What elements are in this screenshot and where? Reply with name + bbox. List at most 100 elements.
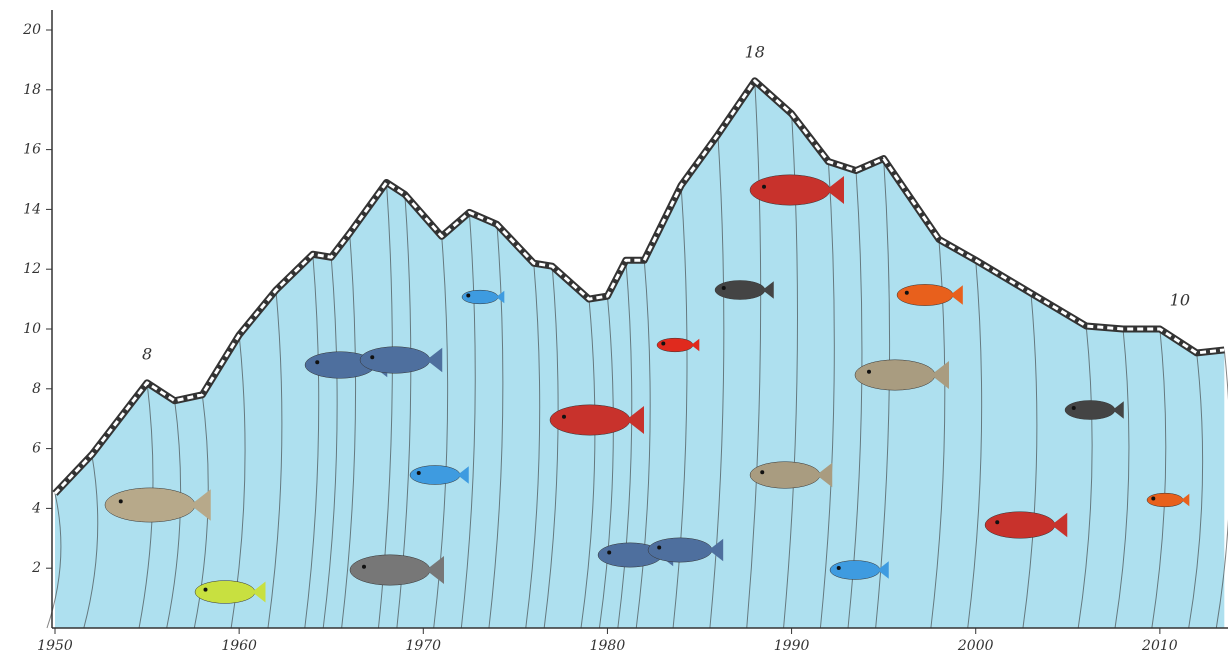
x-tick-label: 2000	[957, 638, 994, 654]
fish-eye	[762, 184, 766, 189]
net-line	[488, 224, 504, 629]
fish-body	[359, 346, 431, 374]
fish-eye	[836, 566, 841, 570]
fish-eye	[562, 414, 566, 419]
y-tick-label: 16	[23, 142, 41, 158]
net-line	[967, 260, 983, 629]
area	[55, 80, 1225, 628]
fish-body	[896, 284, 954, 306]
fish-body	[749, 461, 821, 489]
fish-body	[104, 487, 196, 523]
fish-tail	[708, 538, 724, 562]
net-line	[617, 260, 633, 629]
fish-body	[349, 554, 431, 586]
fish-eye	[661, 341, 666, 346]
y-tick-label: 8	[32, 381, 41, 397]
fish-body	[549, 404, 631, 436]
net-line	[672, 185, 688, 629]
fish-tail	[826, 176, 844, 204]
fish-eye	[370, 355, 375, 360]
fish-body	[409, 465, 461, 485]
fish-eye	[362, 564, 366, 569]
x-tick-label: 1950	[37, 638, 73, 654]
fish-eye	[118, 499, 123, 504]
fish-eye	[867, 369, 871, 374]
fish-eye	[904, 290, 909, 295]
fish-tail	[1181, 493, 1190, 507]
fish-eye	[760, 470, 765, 475]
net-line	[819, 161, 835, 629]
net-line	[304, 254, 320, 629]
fish-eye	[203, 587, 208, 592]
y-tick-label: 10	[23, 321, 41, 337]
net-line	[341, 233, 357, 629]
fish-body	[984, 511, 1056, 539]
x-tick-label: 1980	[590, 638, 626, 654]
net-line	[1188, 352, 1204, 629]
net-line	[322, 257, 338, 629]
x-tick-label: 1990	[774, 638, 810, 654]
fish-tail	[816, 462, 833, 488]
net-line	[1151, 328, 1167, 629]
fish-tail	[1051, 512, 1068, 538]
annotation: 10	[1170, 291, 1190, 310]
x-tick-label: 2010	[1141, 638, 1178, 654]
fish-body	[749, 174, 831, 206]
fish-eye	[315, 360, 320, 365]
fish-eye	[657, 545, 662, 550]
y-tick-label: 12	[23, 261, 41, 277]
fish-decoration	[104, 174, 1190, 604]
y-tick-label: 20	[22, 22, 41, 38]
y-tick-label: 2	[31, 560, 41, 576]
y-tick-label: 4	[31, 500, 41, 516]
net-line	[598, 296, 614, 629]
net-line	[875, 158, 891, 629]
x-tick-label: 1970	[405, 638, 441, 654]
y-tick-label: 6	[32, 441, 41, 457]
y-tick-label: 14	[23, 201, 41, 217]
y-tick-label: 18	[23, 82, 41, 98]
fish-tail	[252, 581, 266, 603]
net-line	[746, 80, 762, 629]
fish-body	[1064, 400, 1116, 420]
fish-eye	[416, 471, 421, 475]
fish-tail	[762, 281, 774, 299]
net-line	[543, 266, 559, 629]
net-line	[635, 260, 651, 629]
fish-body	[714, 280, 766, 300]
net-line	[580, 299, 596, 629]
outline-chain	[53, 79, 1225, 495]
net-line	[1022, 293, 1038, 629]
fish-tail	[626, 406, 644, 434]
annotation: 8	[142, 344, 152, 363]
net-line	[1077, 325, 1093, 629]
fish-eye	[1151, 496, 1156, 501]
fish-tail	[877, 561, 889, 579]
fish-eye	[1071, 406, 1076, 410]
fish-tail	[457, 466, 469, 484]
net-line	[525, 263, 541, 629]
fish-tail	[691, 338, 700, 352]
fish-tail	[496, 290, 505, 304]
fish-tail	[950, 285, 963, 305]
fish-eye	[995, 520, 1000, 525]
x-tick-label: 1960	[221, 638, 257, 654]
fish-eye	[607, 550, 612, 555]
net-line	[267, 290, 283, 629]
fish-body	[647, 537, 713, 563]
net-line	[709, 134, 725, 629]
net-line	[460, 212, 476, 629]
fish-tail	[1112, 401, 1124, 419]
annotation: 18	[745, 42, 765, 61]
net-line	[1114, 328, 1130, 629]
fish-eye	[466, 293, 471, 298]
fish-body	[854, 359, 936, 391]
fish-body	[194, 580, 256, 604]
fish-tail	[931, 361, 949, 389]
fish-eye	[721, 286, 726, 290]
fish-tail	[190, 489, 211, 521]
fish-tail	[426, 347, 443, 373]
fish-body	[829, 560, 881, 580]
net-line	[83, 454, 99, 629]
